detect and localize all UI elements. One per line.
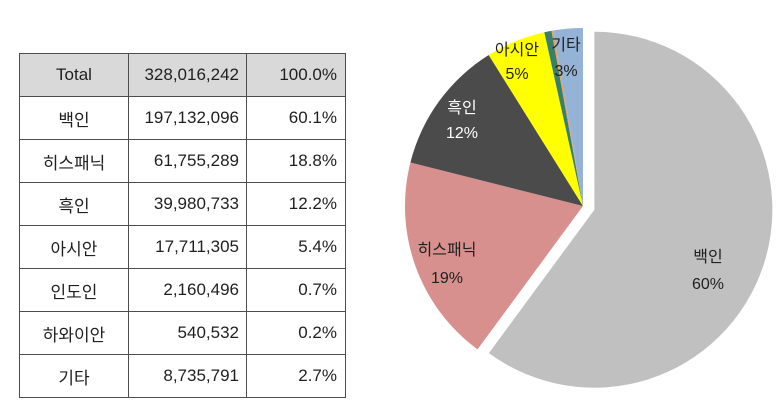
race-label-cell: 흑인 [19,182,129,226]
pie-label-other-percent: 3% [554,63,577,80]
pie-chart: 백인 60% 히스패닉 19% 흑인 12% 아시안 5% 기타 3% [404,28,773,388]
table-row: 인도인 2,160,496 0.7% [19,268,346,312]
race-label-cell: 기타 [19,354,129,398]
pie-label-other-name: 기타 [551,36,581,54]
pie-label-black-name: 흑인 [447,99,476,117]
pie-label-hispanic-name: 히스패닉 [418,241,477,259]
percent-cell: 2.7% [246,354,346,398]
population-value-cell: 61,755,289 [128,139,247,183]
population-value-cell: 328,016,242 [128,53,247,97]
pie-label-asian-percent: 5% [505,66,528,83]
table-row: 기타 8,735,791 2.7% [19,354,346,398]
percent-cell: 12.2% [246,182,346,226]
pie-slice-indian [544,30,583,206]
population-table: Total 328,016,242 100.0% 백인 197,132,096 60.1%… [19,53,346,398]
race-label-cell: 하와이안 [19,311,129,355]
race-label-cell: 백인 [19,96,129,140]
percent-cell: 100.0% [246,53,346,97]
race-label-cell: 아시안 [19,225,129,269]
pie-slice-white [488,31,773,388]
pie-slice-black [410,55,583,206]
percent-cell: 0.7% [246,268,346,312]
percent-cell: 60.1% [246,96,346,140]
table-row: 하와이안 540,532 0.2% [19,311,346,355]
race-label-cell: Total [19,53,129,97]
table-row: 아시안 17,711,305 5.4% [19,225,346,269]
pie-slice-hawaiian [551,30,583,206]
percent-cell: 0.2% [246,311,346,355]
race-label-cell: 인도인 [19,268,129,312]
population-value-cell: 197,132,096 [128,96,247,140]
population-value-cell: 540,532 [128,311,247,355]
population-value-cell: 8,735,791 [128,354,247,398]
pie-label-hispanic-percent: 19% [431,270,463,287]
population-value-cell: 39,980,733 [128,182,247,226]
table-header-row: Total 328,016,242 100.0% [19,53,346,97]
race-label-cell: 히스패닉 [19,139,129,183]
percent-cell: 5.4% [246,225,346,269]
percent-cell: 18.8% [246,139,346,183]
table-row: 히스패닉 61,755,289 18.8% [19,139,346,183]
table-row: 흑인 39,980,733 12.2% [19,182,346,226]
table-row: 백인 197,132,096 60.1% [19,96,346,140]
pie-slice-other [553,28,583,206]
pie-slice-hispanic [404,162,583,350]
population-value-cell: 2,160,496 [128,268,247,312]
population-value-cell: 17,711,305 [128,225,247,269]
pie-label-white-percent: 60% [692,276,724,293]
pie-slice-asian [488,32,583,206]
pie-label-white-name: 백인 [693,248,722,266]
population-table-body: Total 328,016,242 100.0% 백인 197,132,096 60.1%… [19,53,346,398]
pie-label-black-percent: 12% [446,125,478,142]
pie-label-asian-name: 아시안 [495,41,539,59]
